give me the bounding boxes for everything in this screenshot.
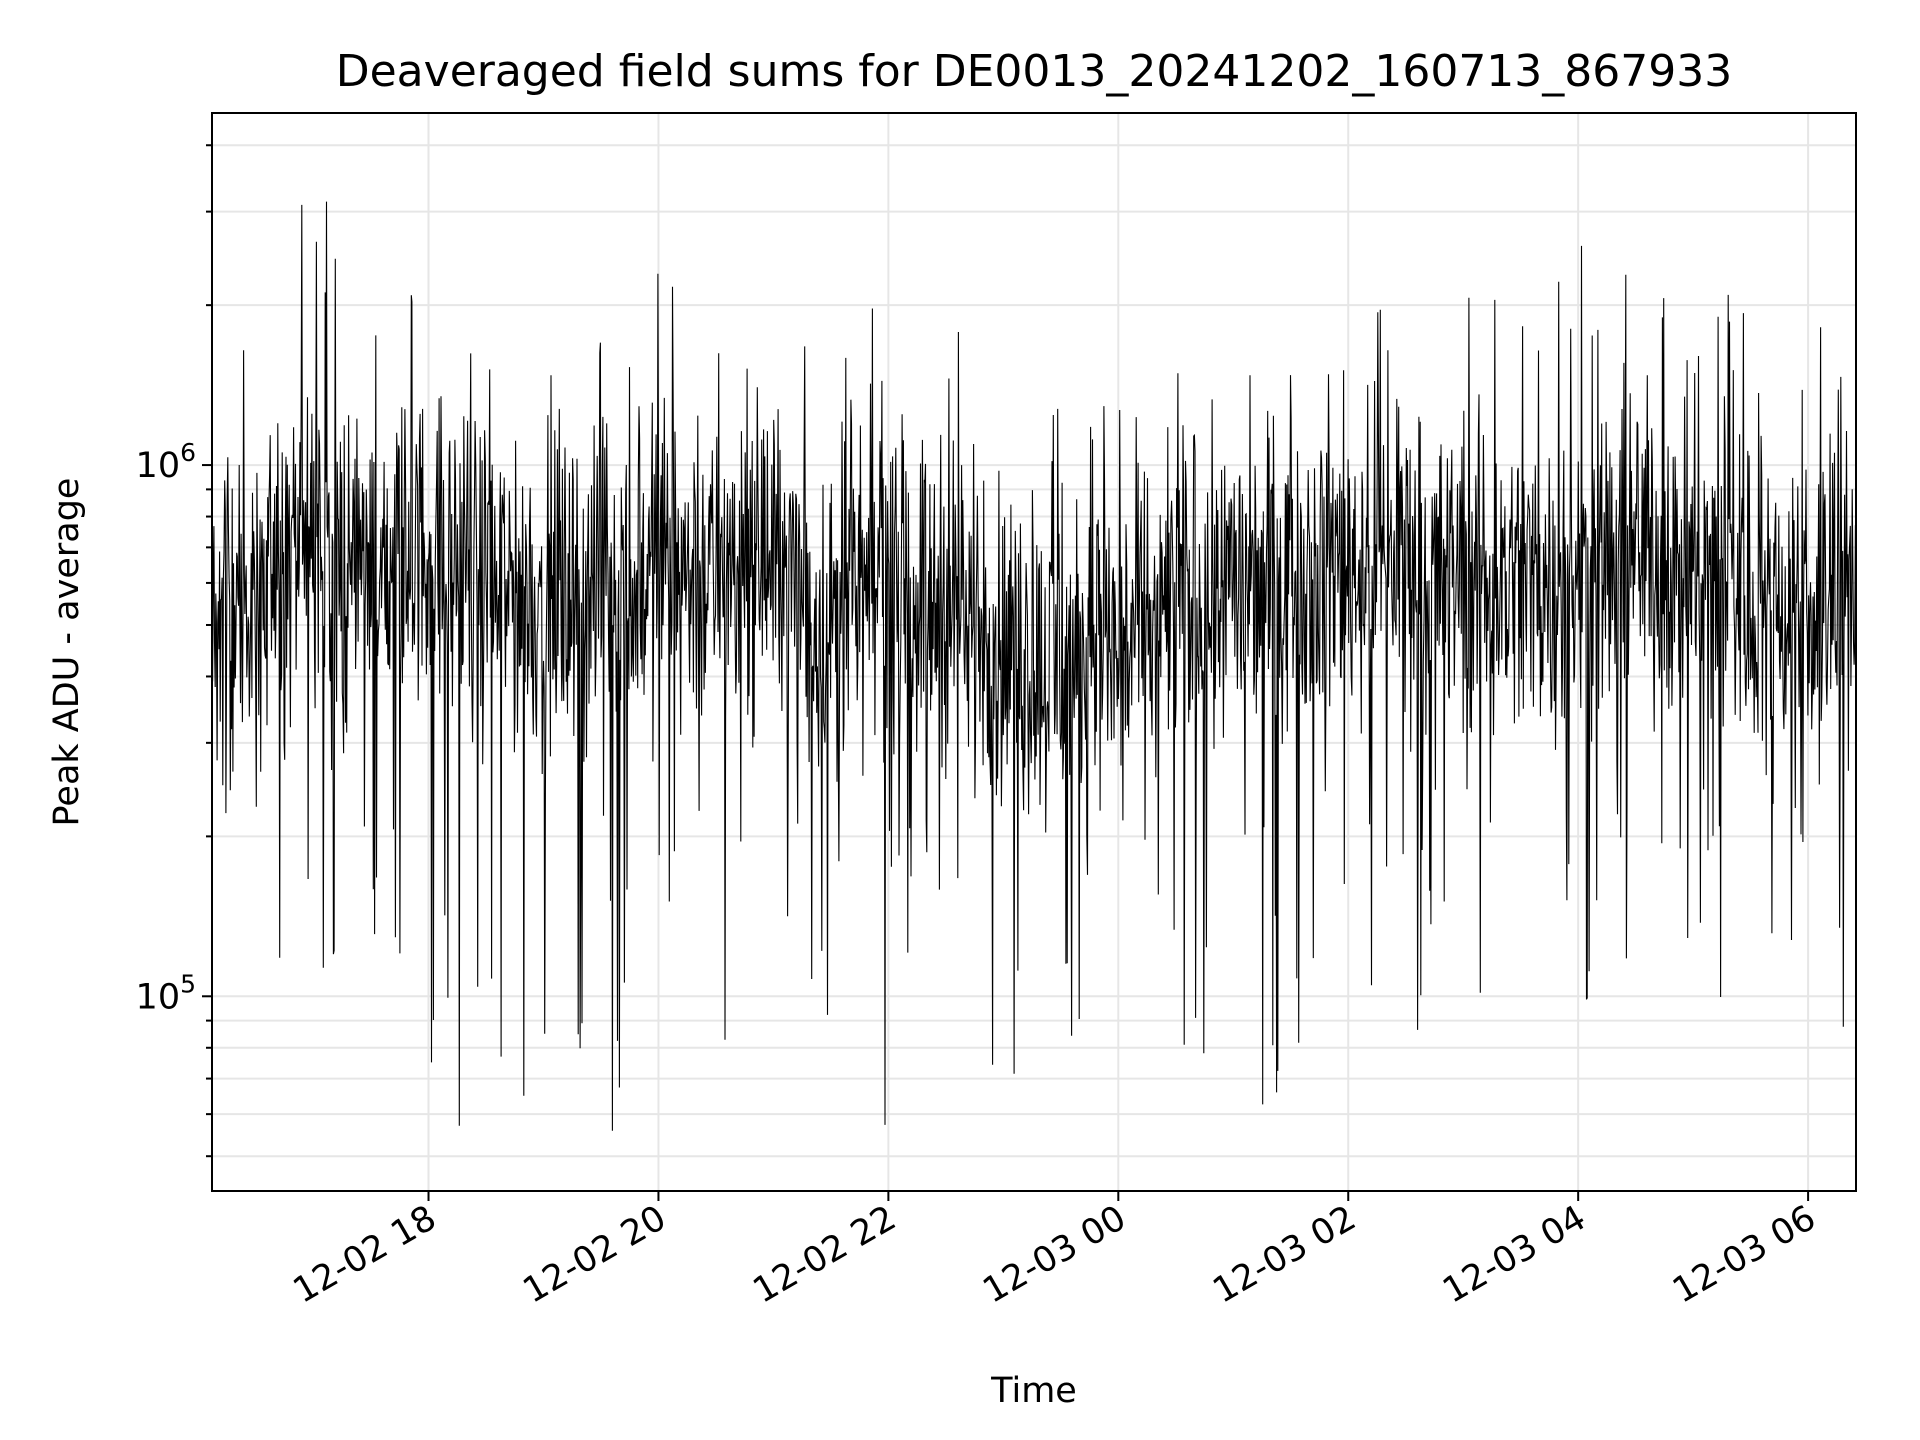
x-tick-label: 12-03 04	[1436, 1198, 1592, 1311]
y-axis-label: Peak ADU - average	[47, 478, 87, 827]
x-tick-label: 12-03 00	[977, 1198, 1133, 1311]
y-tick-label: 106	[136, 438, 196, 486]
chart-title: Deaveraged field sums for DE0013_2024120…	[336, 46, 1733, 97]
series-line	[211, 201, 1857, 1131]
x-tick-label: 12-02 20	[517, 1198, 673, 1311]
x-tick-label: 12-02 22	[747, 1198, 903, 1311]
x-axis-label: Time	[990, 1371, 1077, 1411]
x-tick-label: 12-02 18	[287, 1198, 443, 1311]
x-tick-label: 12-03 06	[1666, 1198, 1822, 1311]
x-tick-label: 12-03 02	[1206, 1198, 1362, 1311]
y-tick-label: 105	[136, 969, 196, 1017]
plot-area-frame	[211, 112, 1857, 1192]
